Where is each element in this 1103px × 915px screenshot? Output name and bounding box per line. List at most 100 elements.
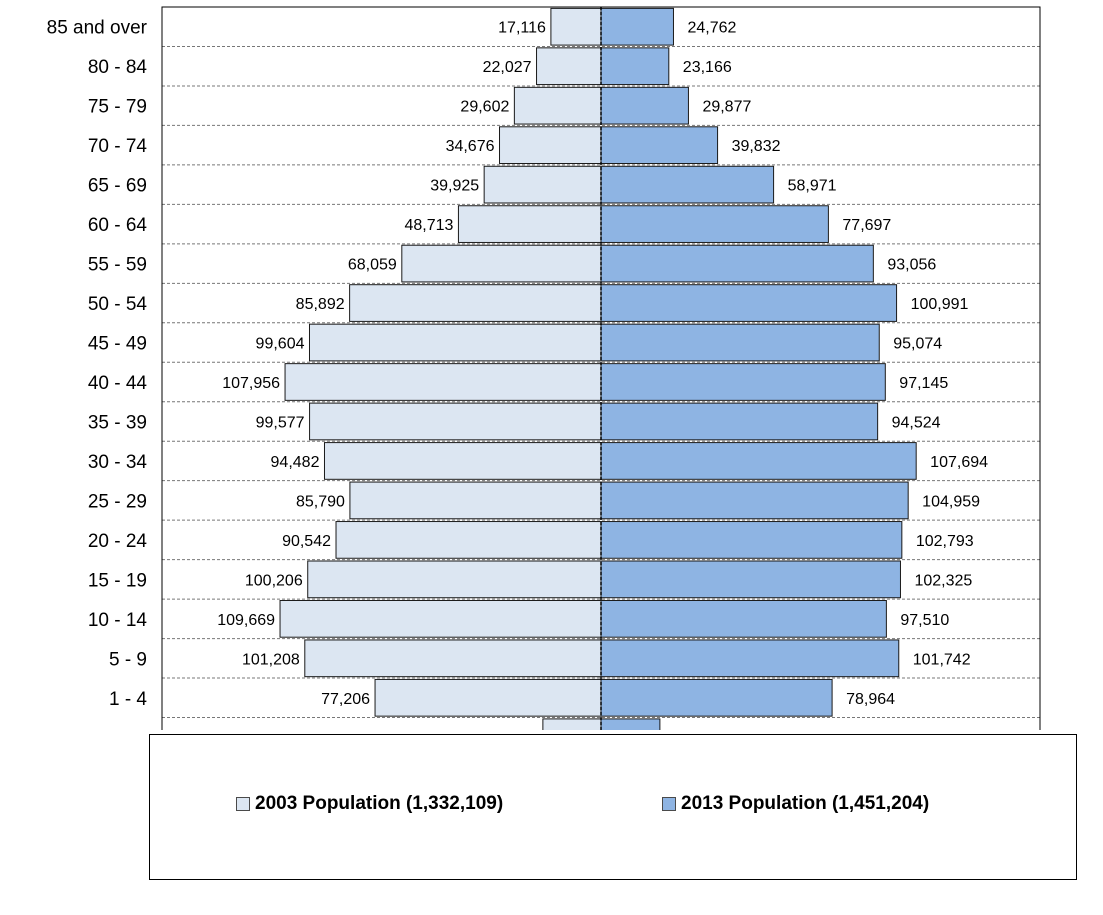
bar-2013	[600, 560, 901, 599]
bar-2003	[349, 481, 602, 520]
bar-2013	[600, 481, 909, 520]
bar-2003	[349, 284, 602, 322]
legend-swatch-2013	[662, 797, 676, 811]
category-label: 10 - 14	[88, 610, 148, 631]
bar-2003	[307, 560, 602, 599]
data-label-2013: 78,964	[846, 691, 895, 708]
category-label: 50 - 54	[88, 294, 148, 315]
data-label-2013: 97,145	[899, 375, 948, 392]
bar-2003	[542, 718, 602, 730]
category-label: 60 - 64	[88, 215, 148, 236]
category-label: 85 and over	[47, 18, 148, 39]
data-label-2003: 34,676	[446, 138, 495, 155]
bar-2003	[323, 442, 602, 480]
data-label-2003: 94,482	[271, 454, 320, 471]
bar-2013	[600, 126, 719, 165]
bar-2013	[600, 244, 874, 283]
data-label-2013: 101,742	[913, 651, 971, 668]
bar-2003	[483, 165, 602, 204]
data-label-2013: 39,832	[732, 138, 781, 155]
data-label-2013: 95,074	[893, 336, 942, 353]
data-label-2003: 85,790	[296, 493, 345, 510]
category-label: 15 - 19	[88, 570, 147, 591]
bar-2003	[513, 86, 602, 125]
bar-2003	[536, 47, 602, 86]
bar-2003	[309, 402, 602, 441]
legend: 2003 Population (1,332,109) 2013 Populat…	[149, 734, 1077, 880]
data-label-2013: 23,166	[683, 59, 732, 76]
data-label-2003: 68,059	[348, 257, 397, 274]
data-label-2003: 99,604	[256, 336, 305, 353]
data-label-2013: 94,524	[892, 414, 941, 431]
bar-2013	[600, 165, 775, 204]
data-label-2003: 29,602	[460, 99, 509, 116]
data-label-2013: 97,510	[900, 612, 949, 629]
category-label: 70 - 74	[88, 136, 148, 157]
bar-2013	[600, 323, 880, 362]
data-label-2013: 77,697	[842, 217, 891, 234]
bar-2013	[600, 47, 670, 86]
axes: Ages < 1 1 - 4 5 - 9 10 - 14 15 - 19 20 - 24 25…	[34, 6, 1041, 730]
data-label-2003: 90,542	[282, 533, 331, 550]
data-label-2013: 29,877	[702, 99, 751, 116]
legend-item-2013: 2013 Population (1,451,204)	[662, 793, 929, 815]
data-label-2003: 17,116	[498, 20, 546, 37]
data-label-2013: 100,991	[911, 296, 969, 313]
bar-2013	[600, 86, 689, 125]
category-label: 1 - 4	[109, 689, 147, 710]
bar-2013	[600, 639, 900, 678]
bar-2003	[335, 521, 602, 559]
legend-label-2013: 2013 Population (1,451,204)	[681, 793, 930, 814]
bar-2013	[600, 402, 879, 441]
data-label-2003: 48,713	[404, 217, 453, 234]
category-label: 30 - 34	[88, 452, 148, 473]
bar-2013	[600, 442, 917, 480]
category-label: 35 - 39	[88, 412, 147, 433]
data-label-2013: 104,959	[922, 493, 980, 510]
bar-2003	[279, 599, 602, 638]
category-label: 45 - 49	[88, 334, 147, 355]
legend-swatch-2003	[236, 797, 250, 811]
category-label: 5 - 9	[109, 649, 147, 670]
bar-2003	[284, 363, 602, 401]
category-label: 25 - 29	[88, 491, 147, 512]
data-label-2013: 107,694	[930, 454, 988, 471]
category-label: 55 - 59	[88, 255, 147, 276]
bars	[279, 7, 917, 730]
bar-2013	[600, 718, 661, 730]
category-label: 65 - 69	[88, 176, 147, 197]
data-label-2013: 24,762	[687, 20, 736, 37]
gridlines	[162, 45, 1040, 719]
data-label-2003: 101,208	[242, 651, 300, 668]
category-label: Ages	[34, 728, 77, 730]
legend-item-2003: 2003 Population (1,332,109)	[236, 793, 503, 815]
legend-label-2003: 2003 Population (1,332,109)	[255, 793, 504, 814]
bar-2013	[600, 205, 829, 243]
data-label-2003: 109,669	[217, 612, 275, 629]
data-label-2013: 93,056	[887, 257, 936, 274]
data-label-2003: 77,206	[321, 691, 370, 708]
category-label: 20 - 24	[88, 531, 148, 552]
bar-2013	[600, 678, 833, 717]
bar-2003	[550, 7, 602, 46]
population-pyramid-chart: 19,85920,12177,20678,964101,208101,74210…	[34, 6, 1041, 730]
bar-2003	[499, 126, 602, 165]
data-labels: 19,85920,12177,20678,964101,208101,74210…	[217, 20, 988, 708]
bar-2013	[600, 599, 887, 638]
category-label: < 1	[120, 728, 147, 730]
data-label-2003: 85,892	[296, 296, 345, 313]
data-label-2003: 22,027	[483, 59, 532, 76]
bar-2003	[374, 678, 602, 717]
category-label: 80 - 84	[88, 57, 148, 78]
category-label: 75 - 79	[88, 97, 147, 118]
data-label-2013: 102,793	[916, 533, 974, 550]
data-label-2003: 107,956	[222, 375, 280, 392]
bar-2003	[457, 205, 602, 243]
bar-2013	[600, 7, 674, 46]
bar-2013	[600, 284, 898, 322]
data-label-2013: 58,971	[788, 178, 837, 195]
bar-2013	[600, 521, 903, 559]
data-label-2003: 99,577	[256, 414, 305, 431]
bar-2003	[401, 244, 602, 283]
bar-2003	[308, 323, 602, 362]
